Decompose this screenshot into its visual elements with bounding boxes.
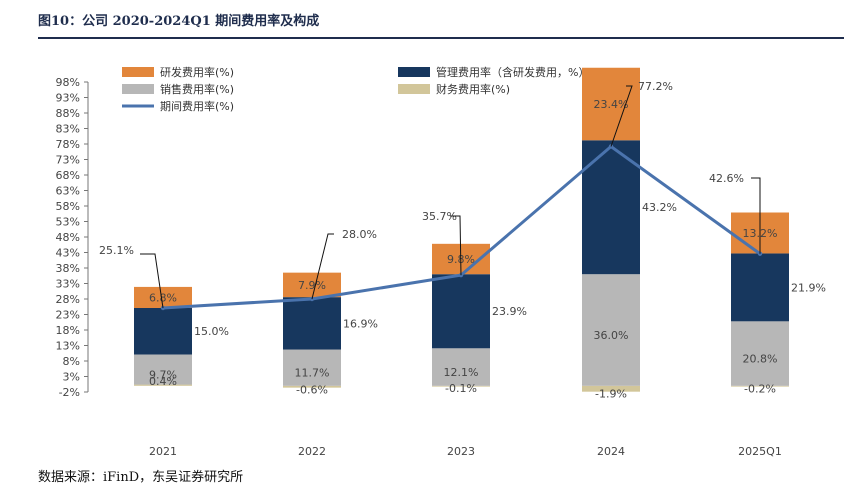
bar-finance xyxy=(432,385,490,387)
bar-rnd xyxy=(134,286,192,308)
title-rule xyxy=(38,37,844,39)
label-rnd: 7.9% xyxy=(298,279,326,292)
label-sales: 12.1% xyxy=(444,366,479,379)
chart-title: 图10：公司 2020-2024Q1 期间费用率及构成 xyxy=(38,14,320,29)
line-callout-leader xyxy=(751,177,761,254)
label-admin: 23.9% xyxy=(492,305,527,318)
line-callout-leader xyxy=(450,215,462,276)
label-total-expense: 42.6% xyxy=(709,172,744,185)
label-total-expense: 35.7% xyxy=(422,210,457,223)
bar-finance xyxy=(134,384,192,386)
bar-admin xyxy=(283,297,341,350)
bar-sales xyxy=(432,348,490,386)
y-tick-label: 33% xyxy=(56,278,80,291)
bar-admin xyxy=(731,253,789,322)
label-finance: 0.4% xyxy=(149,375,177,388)
bar-sales xyxy=(283,349,341,386)
bar-admin xyxy=(432,274,490,349)
label-finance: -0.6% xyxy=(296,384,328,397)
y-tick-label: 53% xyxy=(56,216,80,229)
source-note: 数据来源：iFinD，东吴证券研究所 xyxy=(38,470,244,485)
y-tick-label: 63% xyxy=(56,185,80,198)
label-admin: 16.9% xyxy=(343,317,378,330)
y-tick-label: 98% xyxy=(56,76,80,89)
label-finance: -0.2% xyxy=(744,382,776,395)
legend-swatch xyxy=(122,84,154,94)
label-sales: 36.0% xyxy=(594,329,629,342)
legend-label: 财务费用率(%) xyxy=(436,82,510,96)
y-tick-label: 3% xyxy=(63,371,80,384)
y-tick-label: 23% xyxy=(56,309,80,322)
y-tick-label: 43% xyxy=(56,247,80,260)
y-tick-label: 68% xyxy=(56,169,80,182)
y-tick-label: 73% xyxy=(56,154,80,167)
x-category-label: 2024 xyxy=(597,445,625,458)
y-tick-label: 88% xyxy=(56,107,80,120)
legend-label: 研发费用率(%) xyxy=(160,65,234,79)
line-callout-leader xyxy=(311,233,334,300)
bar-finance xyxy=(283,385,341,388)
label-sales: 20.8% xyxy=(743,353,778,366)
y-tick-label: -2% xyxy=(59,386,80,399)
label-total-expense: 28.0% xyxy=(342,228,377,241)
label-admin: 43.2% xyxy=(642,201,677,214)
bar-sales xyxy=(731,321,789,386)
label-admin: 15.0% xyxy=(194,325,229,338)
label-total-expense: 25.1% xyxy=(99,244,134,257)
label-sales: 9.7% xyxy=(149,369,177,382)
y-tick-label: 18% xyxy=(56,324,80,337)
legend-swatch xyxy=(122,67,154,77)
y-tick-label: 38% xyxy=(56,262,80,275)
bar-finance xyxy=(582,385,640,392)
legend-label: 管理费用率（含研发费用，%） xyxy=(436,65,589,79)
y-tick-label: 83% xyxy=(56,123,80,136)
x-category-label: 2023 xyxy=(447,445,475,458)
y-tick-label: 93% xyxy=(56,92,80,105)
y-tick-label: 8% xyxy=(63,355,80,368)
label-admin: 21.9% xyxy=(791,281,826,294)
y-tick-label: 13% xyxy=(56,340,80,353)
y-tick-label: 78% xyxy=(56,138,80,151)
label-total-expense: 77.2% xyxy=(638,80,673,93)
y-tick-label: 48% xyxy=(56,231,80,244)
legend-label: 期间费用率(%) xyxy=(160,99,234,113)
bar-admin xyxy=(134,307,192,355)
x-category-label: 2021 xyxy=(149,445,177,458)
line-callout-leader xyxy=(140,253,164,309)
x-category-label: 2025Q1 xyxy=(738,445,782,458)
y-tick-label: 58% xyxy=(56,200,80,213)
bar-finance xyxy=(731,385,789,387)
label-finance: -0.1% xyxy=(445,382,477,395)
label-sales: 11.7% xyxy=(295,367,330,380)
bar-rnd xyxy=(283,272,341,298)
bar-sales xyxy=(134,354,192,385)
legend-swatch xyxy=(398,84,430,94)
label-rnd: 23.4% xyxy=(594,98,629,111)
label-rnd: 6.8% xyxy=(149,291,177,304)
line-callout-leader xyxy=(610,85,633,147)
y-tick-label: 28% xyxy=(56,293,80,306)
legend-swatch xyxy=(398,67,430,77)
legend-label: 销售费用率(%) xyxy=(160,82,234,96)
x-category-label: 2022 xyxy=(298,445,326,458)
bar-rnd xyxy=(582,67,640,141)
bar-sales xyxy=(582,274,640,386)
label-finance: -1.9% xyxy=(595,388,627,401)
